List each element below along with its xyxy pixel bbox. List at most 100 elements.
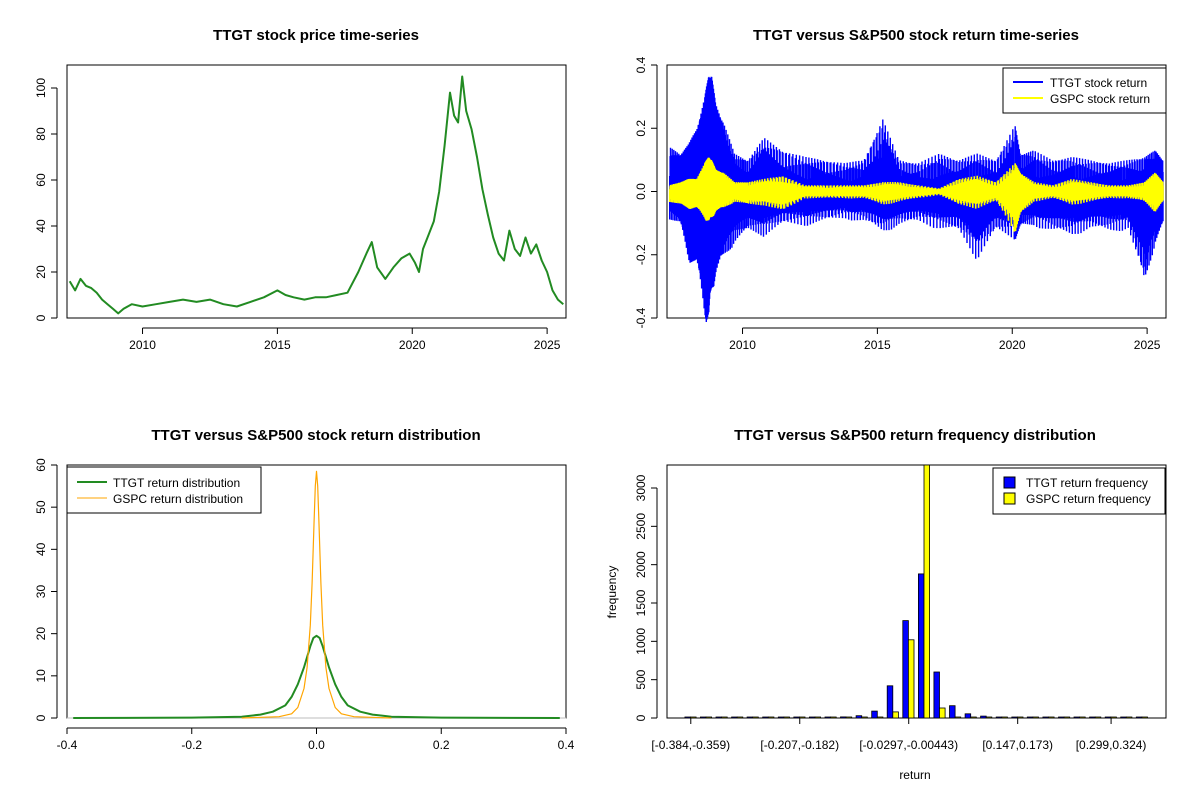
return-ts-x-tick-label: 2015 bbox=[864, 338, 891, 352]
gspc-frequency-bar bbox=[923, 464, 930, 719]
legend-label-ttgt-distribution: TTGT return distribution bbox=[113, 476, 240, 490]
gspc-frequency-bar bbox=[876, 716, 884, 719]
return-freq-y-tick-label: 2500 bbox=[634, 513, 648, 540]
return-dist-x-tick-label: 0.0 bbox=[308, 738, 325, 752]
return-ts-y-tick-label: -0.2 bbox=[634, 244, 648, 265]
ttgt-frequency-bar bbox=[964, 713, 972, 719]
gspc-frequency-bar bbox=[690, 716, 697, 719]
ttgt-frequency-bar bbox=[949, 705, 956, 719]
ttgt-frequency-bar bbox=[1089, 716, 1096, 719]
gspc-frequency-bar bbox=[1141, 716, 1148, 719]
return-ts-y-tick-label: 0.0 bbox=[634, 183, 648, 200]
ttgt-frequency-bar bbox=[731, 716, 738, 719]
ttgt-frequency-bar bbox=[1135, 716, 1143, 719]
return-freq-x-tick-label: [-0.0297,-0.00443) bbox=[859, 738, 958, 752]
ttgt-frequency-bar bbox=[777, 716, 785, 719]
ttgt-frequency-bar bbox=[995, 716, 1003, 719]
gspc-frequency-bar bbox=[1079, 716, 1086, 719]
price-chart-panel: TTGT stock price time-series 2010 2015 202… bbox=[34, 27, 567, 352]
return-ts-x-tick-label: 2020 bbox=[999, 338, 1026, 352]
return-frequency-ylabel: frequency bbox=[605, 566, 619, 619]
ttgt-frequency-bar bbox=[871, 710, 878, 719]
return-freq-y-tick-label: 1500 bbox=[634, 589, 648, 616]
gspc-frequency-bar bbox=[1001, 716, 1008, 719]
return-frequency-title: TTGT versus S&P500 return frequency dist… bbox=[734, 427, 1096, 444]
price-series-line bbox=[68, 75, 564, 315]
gspc-frequency-bar bbox=[1048, 716, 1055, 719]
return-freq-y-tick-label: 1000 bbox=[634, 628, 648, 655]
return-freq-y-tick-label: 0 bbox=[634, 714, 648, 721]
gspc-frequency-bar bbox=[767, 716, 775, 719]
return-dist-x-tick-label: 0.2 bbox=[433, 738, 450, 752]
ttgt-frequency-bar bbox=[762, 716, 769, 719]
gspc-frequency-bar bbox=[954, 716, 962, 719]
gspc-frequency-bar bbox=[1110, 716, 1117, 719]
gspc-frequency-bar bbox=[830, 716, 837, 719]
return-timeseries-legend: TTGT stock return GSPC stock return bbox=[1002, 67, 1167, 114]
price-x-tick-label: 2020 bbox=[399, 338, 426, 352]
gspc-frequency-bar bbox=[861, 716, 868, 719]
return-dist-y-tick-label: 10 bbox=[34, 669, 48, 683]
return-distribution-legend-box bbox=[66, 466, 262, 514]
ttgt-frequency-bar bbox=[1011, 716, 1018, 719]
return-distribution-title: TTGT versus S&P500 stock return distribu… bbox=[151, 427, 480, 444]
return-dist-y-tick-label: 20 bbox=[34, 627, 48, 641]
gspc-frequency-bar bbox=[721, 716, 728, 719]
return-freq-y-tick-label: 2000 bbox=[634, 551, 648, 578]
ttgt-frequency-bar bbox=[902, 620, 909, 719]
legend-label-gspc-return: GSPC stock return bbox=[1050, 92, 1150, 106]
ttgt-frequency-bar bbox=[855, 715, 863, 719]
ttgt-frequency-bar bbox=[809, 716, 816, 719]
return-dist-y-tick-label: 60 bbox=[34, 458, 48, 472]
ttgt-frequency-bar bbox=[1120, 716, 1127, 719]
ttgt-frequency-bar bbox=[918, 573, 925, 719]
return-timeseries-title: TTGT versus S&P500 stock return time-ser… bbox=[753, 27, 1079, 44]
return-frequency-legend-box bbox=[992, 467, 1166, 515]
return-ts-x-tick-label: 2010 bbox=[729, 338, 756, 352]
return-frequency-panel: TTGT versus S&P500 return frequency dist… bbox=[605, 427, 1167, 782]
return-dist-x-tick-label: -0.2 bbox=[181, 738, 202, 752]
gspc-frequency-bar bbox=[705, 716, 712, 719]
ttgt-frequency-bar bbox=[700, 716, 707, 719]
gspc-frequency-bar bbox=[985, 716, 993, 719]
price-chart-plot-area: 2010 2015 2020 2025 0 20 40 60 80 100 bbox=[34, 64, 567, 352]
gspc-frequency-bar bbox=[783, 716, 790, 719]
price-y-tick-label: 80 bbox=[34, 127, 48, 141]
return-freq-plot-frame bbox=[666, 464, 1167, 719]
ttgt-frequency-bar bbox=[840, 716, 847, 719]
ttgt-frequency-bar bbox=[886, 685, 894, 719]
price-y-tick-label: 0 bbox=[34, 314, 48, 321]
price-y-tick-label: 100 bbox=[34, 78, 48, 98]
return-freq-x-tick-label: [-0.207,-0.182) bbox=[760, 738, 839, 752]
gspc-frequency-bar bbox=[799, 716, 806, 719]
gspc-frequency-bar bbox=[1032, 716, 1039, 719]
gspc-frequency-bar bbox=[814, 716, 821, 719]
legend-label-gspc-frequency: GSPC return frequency bbox=[1026, 492, 1151, 506]
return-freq-x-tick-label: [0.299,0.324) bbox=[1076, 738, 1147, 752]
gspc-return-series-line bbox=[668, 157, 1164, 232]
gspc-frequency-bar bbox=[939, 707, 946, 719]
gspc-frequency-bar bbox=[752, 716, 759, 719]
return-timeseries-plot-area: 2010 2015 2020 2025 -0.4 -0.2 0.0 0.2 0.4 bbox=[634, 56, 1167, 352]
ttgt-frequency-bar bbox=[684, 716, 691, 719]
price-x-tick-label: 2015 bbox=[264, 338, 291, 352]
return-dist-x-tick-label: 0.4 bbox=[558, 738, 575, 752]
gspc-frequency-bar bbox=[845, 716, 853, 719]
ttgt-frequency-bar bbox=[1026, 716, 1034, 719]
return-frequency-xlabel: return bbox=[899, 768, 930, 782]
ttgt-frequency-bar bbox=[793, 716, 800, 719]
legend-label-ttgt-frequency: TTGT return frequency bbox=[1026, 476, 1148, 490]
gspc-frequency-bar bbox=[1125, 716, 1133, 719]
return-freq-y-tick-label: 3000 bbox=[634, 474, 648, 501]
ttgt-frequency-bar bbox=[980, 715, 987, 719]
gspc-frequency-bar bbox=[892, 711, 899, 719]
ttgt-frequency-bar bbox=[1073, 716, 1080, 719]
return-frequency-plot-area: 0 500 1000 1500 2000 2500 3000 [-0.384,-0.359) [… bbox=[634, 464, 1167, 752]
gspc-frequency-bar bbox=[1063, 716, 1071, 719]
return-dist-y-tick-label: 50 bbox=[34, 500, 48, 514]
return-distribution-legend: TTGT return distribution GSPC return dis… bbox=[66, 466, 262, 514]
price-y-tick-label: 40 bbox=[34, 219, 48, 233]
price-y-tick-label: 20 bbox=[34, 265, 48, 279]
return-ts-y-tick-label: 0.4 bbox=[634, 56, 648, 73]
